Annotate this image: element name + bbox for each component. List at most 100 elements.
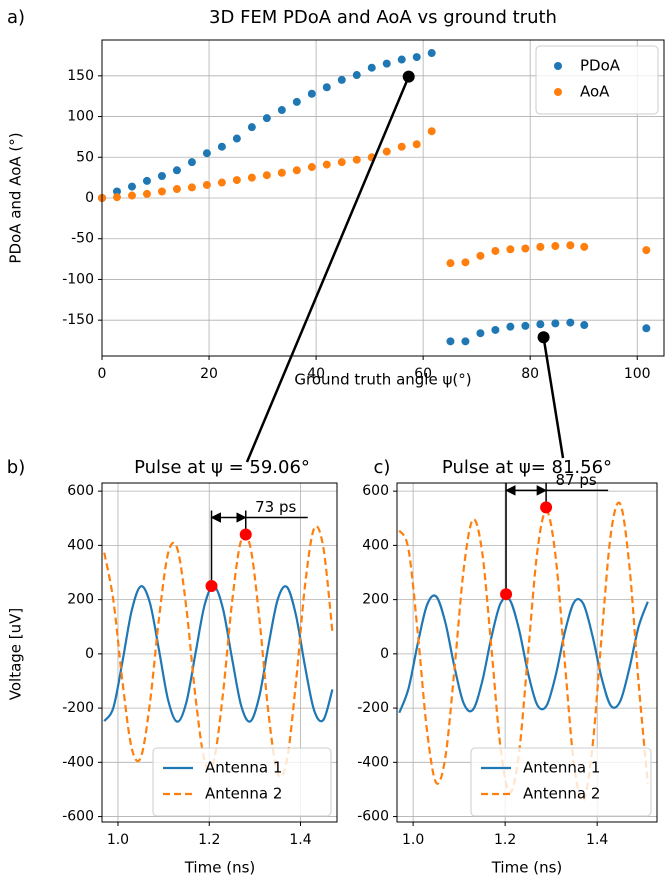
data-line [103, 584, 334, 723]
y-tick-label: 0 [85, 646, 94, 662]
x-tick-label: 0 [98, 366, 107, 382]
panel: -600 -400 -200 0 200 400 600 1.0 1.2 1.4 73 ps Puls… [7, 457, 338, 877]
legend-marker [554, 62, 562, 70]
data-point [506, 245, 515, 254]
data-point [157, 187, 166, 196]
data-point [202, 180, 211, 189]
y-tick-label: 200 [67, 592, 94, 608]
data-point [352, 155, 361, 164]
data-point [536, 320, 545, 329]
y-tick-label: 400 [67, 537, 94, 553]
y-tick-label: 600 [67, 483, 94, 499]
panel-label: b) [7, 457, 25, 478]
data-point [412, 140, 421, 149]
y-tick-label: -400 [62, 754, 94, 770]
legend-label: Antenna 1 [205, 759, 282, 777]
data-point [566, 318, 575, 327]
chart-title: 3D FEM PDoA and AoA vs ground truth [209, 7, 557, 28]
y-tick-label: 150 [67, 68, 94, 84]
data-point [382, 59, 391, 68]
panel: -150 -100 -50 0 50 100 150 0 20 40 60 80 100 3D FEM P… [7, 7, 665, 389]
x-tick-label: 1.4 [586, 832, 608, 848]
legend-box [470, 747, 652, 817]
data-point [536, 242, 545, 251]
data-point [187, 183, 196, 192]
data-point [247, 173, 256, 182]
data-point [307, 89, 316, 98]
data-point [382, 147, 391, 156]
connector-line [542, 337, 565, 459]
marker-point [239, 528, 252, 541]
data-point [142, 176, 151, 185]
annotation-text: 87 ps [555, 471, 596, 489]
data-line [398, 501, 649, 803]
connector-line [245, 76, 410, 463]
data-point [127, 182, 136, 191]
data-point [427, 49, 436, 58]
data-point [322, 83, 331, 92]
data-point [397, 55, 406, 64]
data-point [446, 337, 455, 346]
data-point [112, 193, 121, 202]
panel-label: a) [7, 7, 25, 28]
legend: Antenna 1 Antenna 2 [470, 747, 652, 817]
data-point [506, 322, 515, 331]
data-point [642, 246, 651, 255]
y-tick-label: -200 [62, 700, 94, 716]
x-axis-label: Time (ns) [184, 859, 256, 877]
y-tick-label: -600 [62, 809, 94, 825]
y-tick-label: -400 [357, 754, 389, 770]
data-point [307, 163, 316, 172]
data-point [551, 242, 560, 251]
data-point [446, 259, 455, 268]
plot-frame [101, 482, 338, 823]
x-tick-label: 1.2 [198, 832, 220, 848]
data-point [491, 325, 500, 334]
data-point [217, 178, 226, 187]
data-point [277, 168, 286, 177]
plot-frame [396, 482, 658, 823]
data-point [232, 134, 241, 143]
x-tick-label: 1.2 [494, 832, 516, 848]
y-tick-label: -150 [62, 312, 94, 328]
data-point [461, 258, 470, 267]
data-point [187, 158, 196, 167]
y-tick-label: 600 [362, 483, 389, 499]
legend-label: AoA [580, 83, 610, 101]
marker-point [540, 501, 553, 514]
data-point [262, 114, 271, 123]
y-tick-label: 50 [76, 149, 94, 165]
data-point [352, 71, 361, 80]
data-point [232, 176, 241, 185]
data-point [172, 185, 181, 194]
data-point [397, 142, 406, 151]
plot-frame [101, 39, 665, 357]
data-point [521, 244, 530, 253]
x-axis-label: Time (ns) [491, 859, 563, 877]
y-tick-label: 0 [380, 646, 389, 662]
y-tick-label: -100 [62, 271, 94, 287]
legend-box [535, 45, 659, 115]
x-tick-label: 80 [521, 366, 539, 382]
data-point [367, 63, 376, 72]
data-point [157, 172, 166, 181]
x-tick-label: 1.0 [107, 832, 129, 848]
y-tick-label: -200 [357, 700, 389, 716]
annotation-text: 73 ps [255, 498, 296, 516]
data-point [142, 189, 151, 198]
x-tick-label: 20 [200, 366, 218, 382]
data-line [103, 525, 334, 778]
x-tick-label: 1.0 [402, 832, 424, 848]
data-point [337, 158, 346, 167]
y-tick-label: -50 [71, 231, 94, 247]
y-axis-label: Voltage [uV] [7, 608, 25, 701]
x-tick-label: 40 [307, 366, 325, 382]
legend-label: Antenna 2 [523, 785, 600, 803]
data-point [491, 246, 500, 255]
x-tick-label: 1.4 [289, 832, 311, 848]
legend-marker [554, 88, 562, 96]
chart-title: Pulse at ψ= 81.56° [442, 457, 612, 478]
y-tick-label: 200 [362, 592, 389, 608]
chart-title: Pulse at ψ = 59.06° [134, 457, 310, 478]
